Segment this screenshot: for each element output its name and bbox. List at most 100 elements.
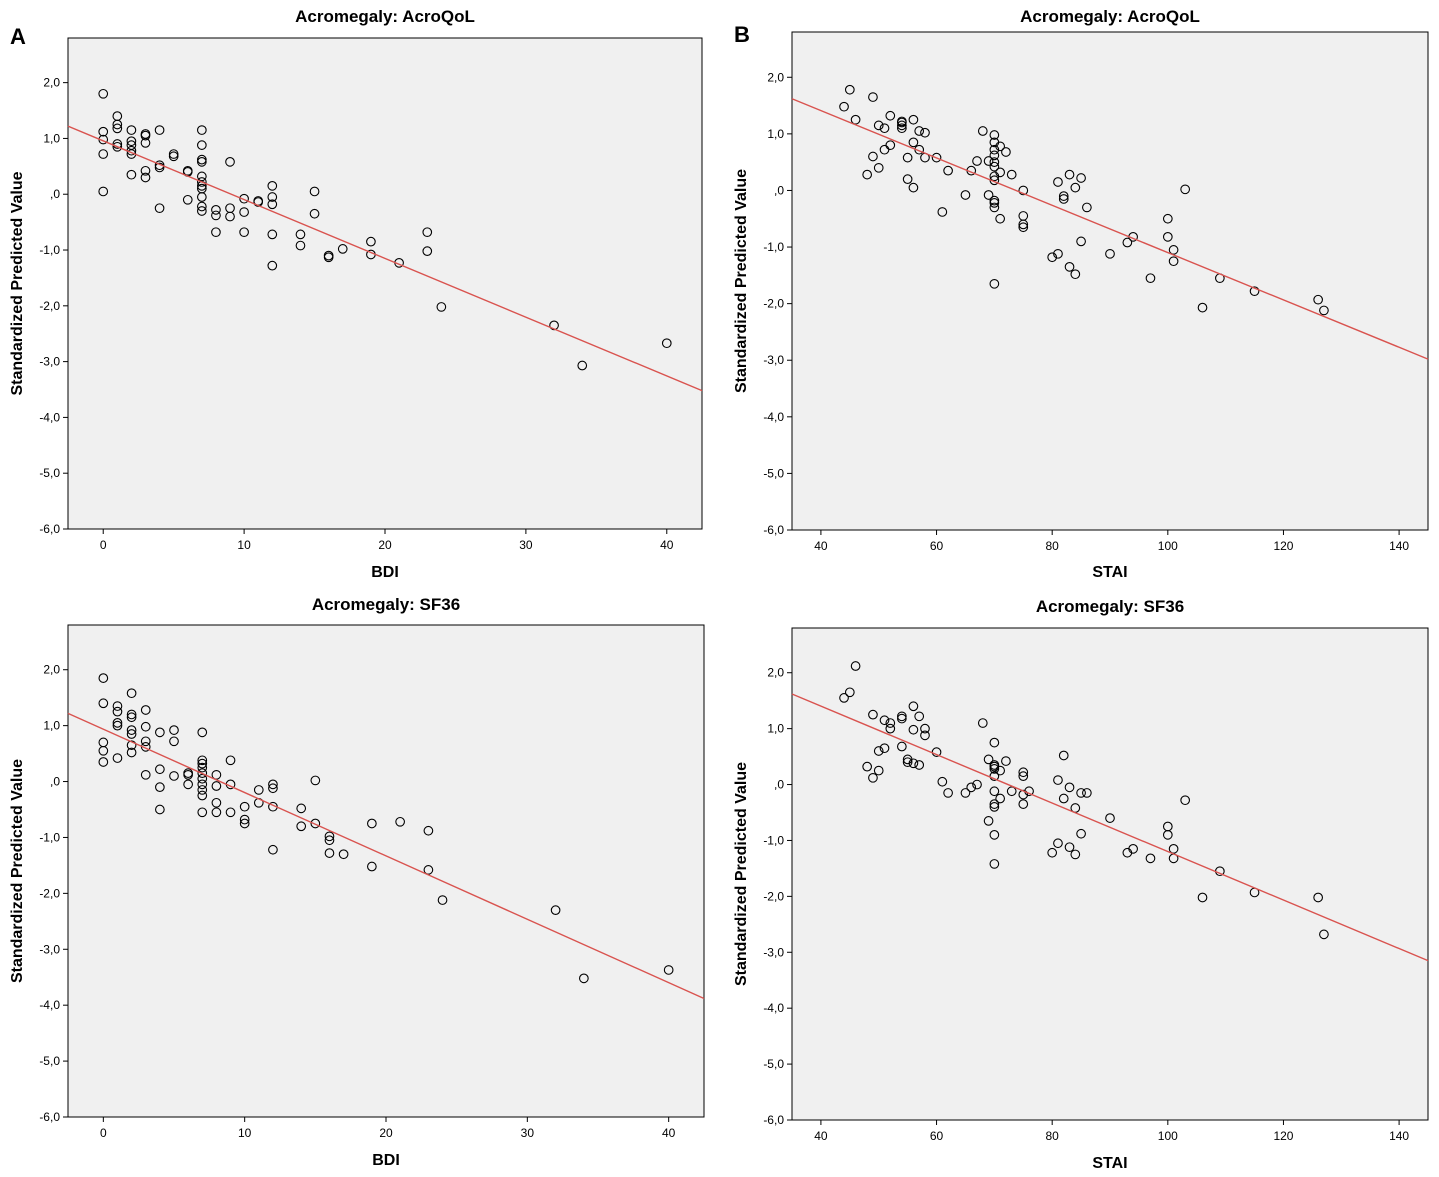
data-point (196, 201, 207, 212)
x-tick-label: 30 (519, 538, 533, 552)
data-point (239, 818, 250, 829)
fit-line (67, 125, 703, 392)
data-point (943, 788, 953, 798)
data-point (1249, 286, 1260, 297)
data-point (1070, 269, 1081, 280)
data-point (211, 205, 221, 215)
data-point (1180, 795, 1191, 806)
fit-line (791, 98, 1429, 360)
data-point (337, 244, 348, 254)
data-point (183, 769, 193, 780)
data-point (937, 207, 948, 217)
data-point (225, 157, 235, 167)
data-point (437, 895, 448, 905)
data-point (873, 162, 884, 173)
x-axis-label: STAI (1092, 1155, 1127, 1172)
data-point (1018, 767, 1029, 778)
data-point (211, 807, 222, 818)
data-point (579, 973, 589, 984)
data-point (196, 171, 207, 182)
x-axis-label: BDI (372, 1152, 400, 1169)
y-tick-label: 1,0 (43, 131, 60, 145)
y-tick-label: -5,0 (763, 466, 784, 480)
y-tick-label: -3,0 (763, 353, 784, 367)
data-point (844, 84, 855, 95)
data-point (1168, 245, 1179, 255)
data-point (1053, 177, 1063, 187)
data-point (126, 688, 137, 699)
data-point (1064, 842, 1075, 853)
data-point (1018, 185, 1029, 196)
x-tick-label: 0 (100, 538, 107, 552)
data-point (126, 169, 137, 180)
data-point (995, 167, 1005, 178)
data-point (169, 725, 179, 735)
y-tick-label: -1,0 (763, 833, 784, 847)
data-point (126, 136, 137, 147)
data-point (267, 192, 278, 202)
data-point (983, 156, 994, 166)
data-point (1058, 750, 1069, 761)
data-point (989, 802, 1000, 812)
data-point (897, 741, 907, 752)
data-point (972, 156, 982, 166)
data-point (1168, 843, 1179, 854)
data-point (550, 905, 561, 915)
data-point (885, 140, 896, 151)
data-point (1018, 219, 1029, 230)
data-point (1064, 262, 1075, 272)
data-point (267, 229, 278, 240)
data-point (989, 771, 1000, 782)
data-point (972, 779, 982, 790)
data-point (989, 737, 1000, 748)
data-point (197, 773, 208, 784)
x-tick-label: 20 (378, 538, 392, 552)
data-point (112, 119, 123, 130)
data-point (395, 816, 405, 827)
data-point (873, 120, 884, 131)
data-point (253, 197, 264, 207)
data-point (1105, 813, 1115, 823)
data-point (1319, 305, 1329, 316)
data-point (1006, 786, 1017, 797)
y-tick-label: 2,0 (43, 76, 60, 90)
data-point (995, 765, 1005, 776)
y-tick-label: -4,0 (763, 1001, 784, 1015)
data-point (1018, 799, 1029, 809)
y-tick-label: ,0 (50, 187, 60, 201)
data-point (239, 207, 249, 217)
data-point (155, 727, 165, 738)
y-axis-label: Standardized Predicted Value (9, 171, 26, 395)
data-point (367, 861, 377, 872)
data-point (169, 736, 179, 747)
data-point (1162, 232, 1173, 242)
data-point (885, 110, 896, 121)
data-point (239, 814, 250, 825)
data-point (902, 757, 913, 768)
data-point (422, 246, 433, 256)
data-point (154, 162, 165, 173)
y-axis-label: Standardized Predicted Value (733, 169, 750, 393)
y-axis-label: Standardized Predicted Value (733, 762, 750, 986)
data-point (577, 360, 588, 371)
y-tick-label: -4,0 (763, 410, 784, 424)
x-tick-label: 20 (379, 1126, 393, 1140)
data-point (897, 117, 907, 128)
x-tick-label: 100 (1158, 539, 1178, 553)
data-point (839, 101, 849, 112)
data-point (914, 711, 925, 722)
data-point (960, 190, 971, 200)
data-point (126, 709, 137, 720)
x-tick-label: 40 (660, 538, 674, 552)
data-point (879, 123, 890, 134)
data-point (98, 757, 109, 767)
data-point (920, 723, 930, 734)
data-point (989, 195, 1000, 206)
data-point (902, 174, 913, 184)
data-point (862, 169, 873, 180)
data-point (197, 762, 208, 773)
x-tick-label: 80 (1046, 1129, 1060, 1143)
y-tick-label: -2,0 (763, 297, 784, 311)
data-point (844, 687, 855, 698)
data-point (196, 125, 207, 135)
